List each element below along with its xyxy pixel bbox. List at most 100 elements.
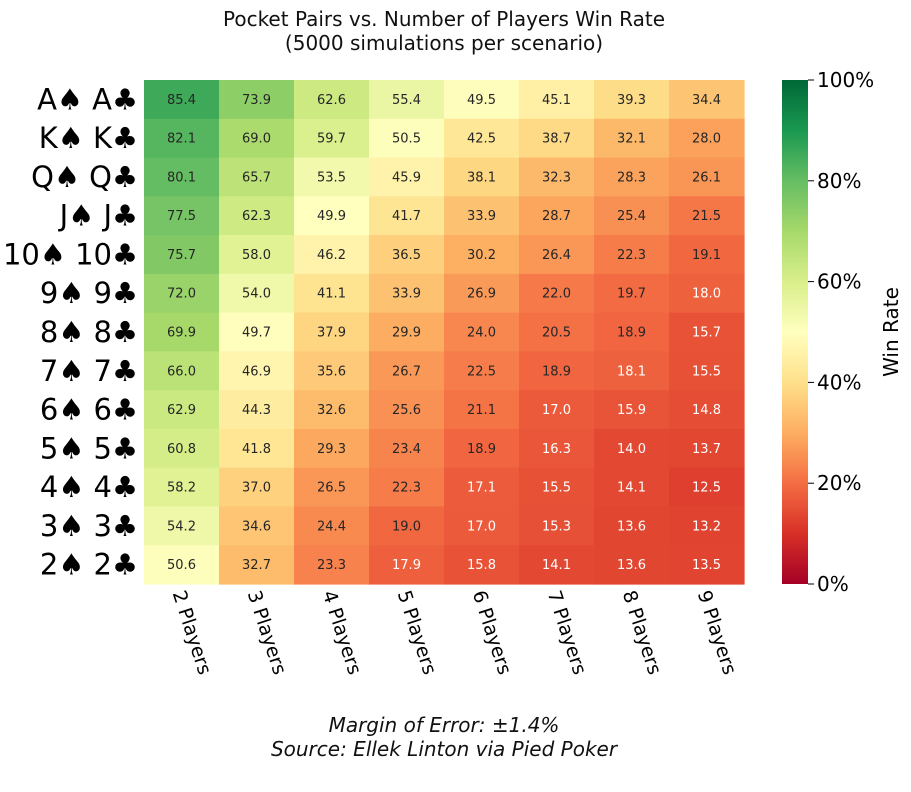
cell-value-label: 66.0: [167, 364, 196, 379]
cell-value-label: 50.6: [167, 558, 196, 573]
cell-value-label: 58.2: [167, 481, 196, 496]
heatmap-cell: [519, 428, 595, 469]
cell-value-label: 58.0: [242, 248, 271, 263]
row-label: K♠ K♣: [39, 121, 138, 155]
cell-value-label: 77.5: [167, 209, 196, 224]
heatmap-cell: [594, 428, 670, 469]
cell-value-label: 41.8: [242, 442, 271, 457]
cell-value-label: 14.8: [692, 403, 721, 418]
cell-value-label: 34.6: [242, 519, 271, 534]
cell-value-label: 32.7: [242, 558, 271, 573]
cell-value-label: 29.3: [317, 442, 346, 457]
row-label: A♠ A♣: [37, 82, 138, 116]
cell-value-label: 49.7: [242, 326, 271, 341]
row-label: 3♠ 3♣: [40, 509, 138, 543]
cell-value-label: 26.7: [392, 364, 421, 379]
cell-value-label: 32.1: [617, 132, 646, 147]
cell-value-label: 15.5: [542, 481, 571, 496]
column-label: 4 Players: [318, 588, 366, 678]
heatmap-cell: [444, 390, 520, 430]
cell-value-label: 28.3: [617, 170, 646, 185]
cell-value-label: 45.1: [542, 93, 571, 108]
row-label: 10♠ 10♣: [3, 237, 138, 271]
cell-value-label: 15.9: [617, 403, 646, 418]
heatmap-cell: [219, 506, 295, 546]
cell-value-label: 50.5: [392, 132, 421, 147]
heatmap-cell: [369, 118, 445, 159]
heatmap-cell: [369, 196, 445, 236]
column-label: 5 Players: [393, 588, 441, 678]
heatmap-cell: [444, 273, 520, 314]
cell-value-label: 69.9: [167, 326, 196, 341]
heatmap-cell: [369, 428, 445, 469]
cell-value-label: 54.2: [167, 519, 196, 534]
cell-value-label: 35.6: [317, 364, 346, 379]
cell-value-label: 24.0: [467, 326, 496, 341]
heatmap-cell: [369, 506, 445, 546]
colorbar-tick-label: 40%: [817, 370, 861, 394]
heatmap-cells: 85.4 73.9 62.6 55.4 49.5 45.1 39.3 34.4 82.1 69.0…: [144, 80, 745, 585]
heatmap-cell: [444, 118, 520, 159]
heatmap-cell: [369, 80, 445, 120]
cell-value-label: 46.2: [317, 248, 346, 263]
cell-value-label: 45.9: [392, 170, 421, 185]
cell-value-label: 39.3: [617, 93, 646, 108]
colorbar-tick-label: 80%: [817, 169, 861, 193]
cell-value-label: 21.5: [692, 209, 721, 224]
cell-value-label: 42.5: [467, 132, 496, 147]
heatmap-cell: [369, 467, 445, 508]
chart-title-line-1: Pocket Pairs vs. Number of Players Win R…: [223, 7, 665, 31]
heatmap-cell: [519, 118, 595, 159]
heatmap-cell: [669, 467, 745, 508]
colorbar: 0% 20% 40% 60% 80% 100% Win Rate: [782, 68, 903, 596]
heatmap-cell: [444, 467, 520, 508]
cell-value-label: 62.6: [317, 93, 346, 108]
heatmap-cell: [444, 235, 520, 275]
cell-value-label: 32.6: [317, 403, 346, 418]
column-label: 3 Players: [243, 588, 291, 678]
heatmap-cell: [594, 467, 670, 508]
cell-value-label: 49.5: [467, 93, 496, 108]
cell-value-label: 22.3: [392, 481, 421, 496]
heatmap-cell: [294, 312, 370, 352]
heatmap-cell: [444, 196, 520, 236]
heatmap-cell: [144, 390, 220, 430]
heatmap-cell: [294, 273, 370, 314]
heatmap-cell: [669, 80, 745, 120]
heatmap-cell: [294, 351, 370, 391]
cell-value-label: 16.3: [542, 442, 571, 457]
heatmap-cell: [519, 273, 595, 314]
heatmap-cell: [669, 351, 745, 391]
heatmap-cell: [144, 467, 220, 508]
row-label: 6♠ 6♣: [40, 393, 138, 427]
row-label: 7♠ 7♣: [40, 354, 138, 388]
row-label: 2♠ 2♣: [40, 548, 138, 582]
cell-value-label: 18.9: [542, 364, 571, 379]
heatmap-cell: [519, 196, 595, 236]
colorbar-tick-label: 100%: [817, 68, 874, 92]
heatmap-cell: [144, 235, 220, 275]
heatmap-cell: [369, 390, 445, 430]
cell-value-label: 21.1: [467, 403, 496, 418]
heatmap-cell: [594, 157, 670, 197]
heatmap-cell: [294, 157, 370, 197]
heatmap-cell: [444, 312, 520, 352]
cell-value-label: 14.1: [542, 558, 571, 573]
heatmap-cell: [144, 351, 220, 391]
cell-value-label: 28.0: [692, 132, 721, 147]
column-label: 7 Players: [543, 588, 591, 678]
heatmap-cell: [519, 235, 595, 275]
cell-value-label: 18.9: [617, 326, 646, 341]
heatmap-cell: [594, 545, 670, 585]
heatmap-cell: [369, 312, 445, 352]
cell-value-label: 36.5: [392, 248, 421, 263]
cell-value-label: 14.0: [617, 442, 646, 457]
heatmap-cell: [294, 196, 370, 236]
cell-value-label: 17.9: [392, 558, 421, 573]
heatmap-cell: [294, 390, 370, 430]
cell-value-label: 22.5: [467, 364, 496, 379]
cell-value-label: 38.1: [467, 170, 496, 185]
colorbar-tick-label: 60%: [817, 270, 861, 294]
heatmap-cell: [519, 157, 595, 197]
